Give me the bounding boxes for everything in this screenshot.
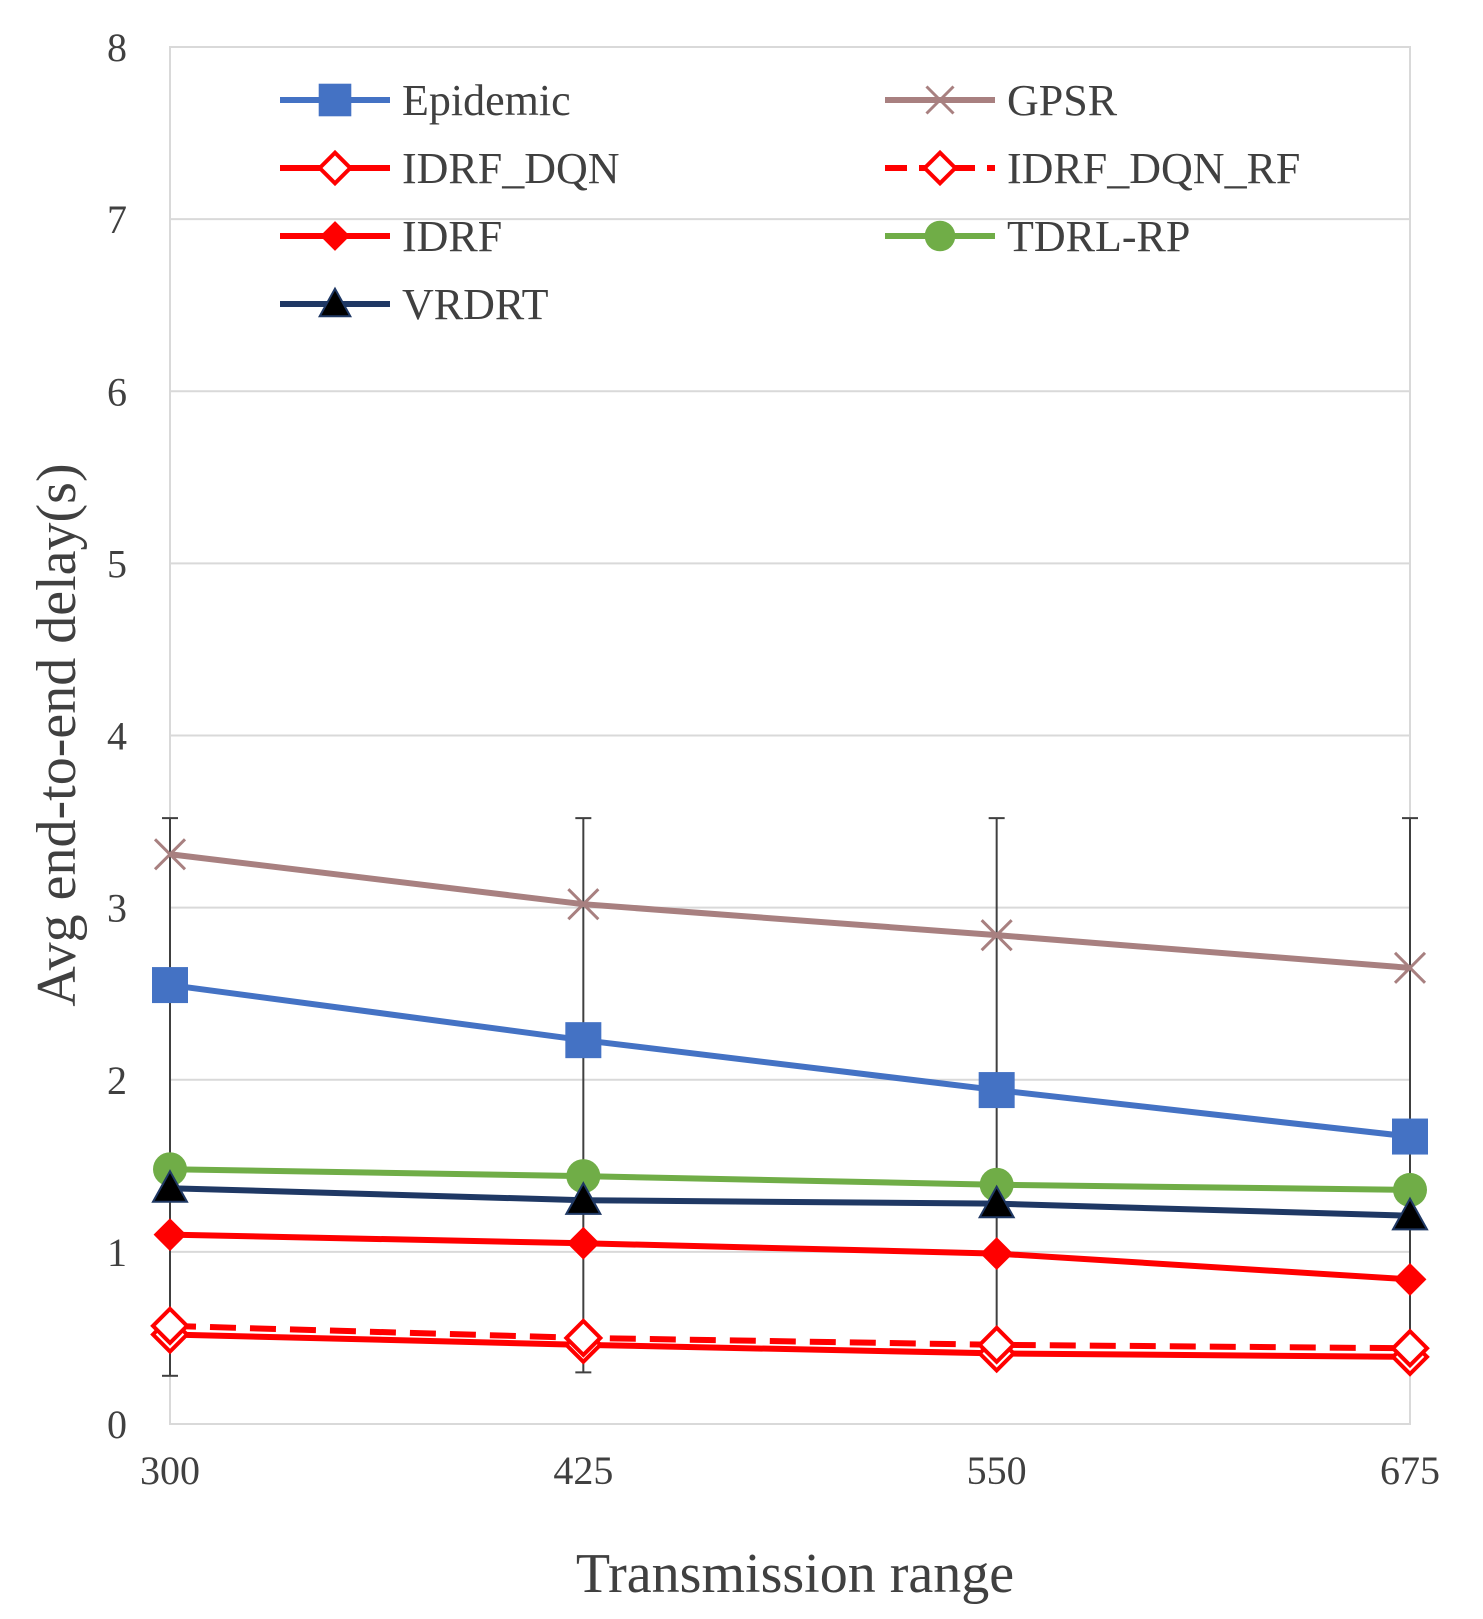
y-tick-label-8: 8 [107, 25, 127, 70]
x-axis-title: Transmission range [576, 1543, 1014, 1605]
legend-marker-vrdrt [318, 286, 352, 318]
series-line-epidemic [169, 982, 1411, 1140]
series-line-vrdrt [169, 1185, 1411, 1219]
y-axis-title: Avg end-to-end delay(s) [26, 463, 88, 1006]
legend-entry-idrf: IDRF [280, 212, 502, 261]
error-bars [162, 817, 1418, 1377]
series-tdrl-rp [153, 1152, 1427, 1207]
data-point-tdrl-rp-675 [1393, 1172, 1427, 1207]
data-point-idrf-dqn-rf-550 [976, 1324, 1017, 1365]
data-point-gpsr-425-stroke-b [567, 888, 600, 921]
legend-entry-idrf-dqn: IDRF_DQN [280, 144, 620, 193]
legend-marker-gpsr-stroke-b [925, 85, 955, 115]
data-point-gpsr-300-stroke-b [153, 838, 187, 871]
series-idrf-dqn-rf [150, 1306, 1430, 1369]
x-tick-label-425: 425 [553, 1448, 613, 1493]
series-idrf-dqn [150, 1314, 1430, 1377]
legend-entry-tdrl-rp: TDRL-RP [885, 212, 1190, 261]
y-tick-label-1: 1 [107, 1230, 127, 1275]
legend-entry-vrdrt: VRDRT [280, 280, 549, 329]
data-point-gpsr-675 [1393, 951, 1427, 984]
legend-label-idrf: IDRF [402, 212, 502, 261]
legend-label-gpsr: GPSR [1007, 76, 1118, 125]
series-line-idrf-dqn-rf [169, 1322, 1411, 1352]
data-point-idrf-675 [1393, 1263, 1427, 1296]
data-point-gpsr-550-stroke-b [980, 919, 1013, 952]
legend-entry-idrf-dqn-rf: IDRF_DQN_RF [885, 144, 1300, 193]
data-point-idrf-550 [980, 1237, 1014, 1271]
data-point-vrdrt-675 [1391, 1196, 1429, 1231]
y-tick-label-6: 6 [107, 369, 127, 414]
data-point-idrf-300 [153, 1218, 187, 1252]
legend-entry-gpsr: GPSR [885, 76, 1118, 125]
data-point-epidemic-425 [565, 1022, 602, 1059]
data-point-epidemic-550 [978, 1072, 1015, 1109]
legend-marker-idrf-dqn [316, 149, 354, 187]
x-axis-ticks: 300 425 550 675 [140, 1448, 1440, 1493]
data-point-tdrl-rp-425 [566, 1159, 601, 1194]
series-line-idrf-dqn [169, 1331, 1411, 1360]
legend-marker-epidemic [318, 83, 352, 117]
legend-marker-idrf [320, 221, 350, 251]
series-gpsr [153, 838, 1427, 984]
legend-label-idrf-dqn: IDRF_DQN [402, 144, 620, 193]
legend-label-epidemic: Epidemic [402, 76, 571, 125]
series-idrf [153, 1218, 1427, 1296]
y-tick-label-5: 5 [107, 541, 127, 586]
legend-marker-tdrl-rp [924, 220, 956, 252]
data-point-gpsr-425 [567, 888, 600, 921]
data-point-vrdrt-550 [977, 1184, 1016, 1219]
data-point-epidemic-675 [1392, 1118, 1428, 1155]
y-tick-label-0: 0 [107, 1402, 127, 1447]
y-tick-label-2: 2 [107, 1058, 127, 1103]
data-point-epidemic-300 [152, 967, 188, 1004]
data-point-gpsr-675-stroke-b [1393, 951, 1427, 984]
y-axis-ticks: 0 1 2 3 4 5 6 7 8 [107, 25, 127, 1447]
legend: Epidemic GPSR IDRF_DQN IDRF_DQN_RF IDRF TDRL-… [280, 76, 1300, 329]
data-point-idrf-425 [566, 1226, 600, 1260]
plot-area-border [169, 46, 1411, 1425]
y-tick-label-4: 4 [107, 714, 127, 759]
legend-entry-epidemic: Epidemic [280, 76, 571, 125]
series-vrdrt [151, 1169, 1429, 1231]
grid-lines [170, 218, 1410, 1253]
data-point-idrf-dqn-rf-300 [150, 1306, 190, 1346]
legend-label-vrdrt: VRDRT [402, 280, 549, 329]
error-bar-300 [162, 817, 178, 1377]
y-tick-label-3: 3 [107, 886, 127, 931]
series-line-tdrl-rp [169, 1166, 1411, 1193]
data-point-vrdrt-300 [151, 1169, 189, 1203]
x-tick-label-550: 550 [967, 1448, 1027, 1493]
series-line-idrf [169, 1231, 1411, 1283]
legend-marker-idrf-dqn-rf [921, 149, 959, 187]
data-point-gpsr-300 [153, 838, 187, 871]
data-point-idrf-dqn-rf-675 [1390, 1328, 1430, 1369]
error-bar-425 [575, 817, 592, 1374]
data-point-idrf-dqn-rf-425 [563, 1318, 604, 1358]
series-line-gpsr [169, 851, 1411, 971]
legend-marker-gpsr [925, 85, 955, 115]
legend-label-tdrl-rp: TDRL-RP [1007, 212, 1190, 261]
data-point-vrdrt-425 [564, 1181, 603, 1215]
x-tick-label-300: 300 [140, 1448, 200, 1493]
legend-label-idrf-dqn-rf: IDRF_DQN_RF [1007, 144, 1300, 193]
x-tick-label-675: 675 [1380, 1448, 1440, 1493]
y-tick-label-7: 7 [107, 197, 127, 242]
data-series [150, 838, 1430, 1377]
series-epidemic [152, 967, 1428, 1155]
data-point-gpsr-550 [980, 919, 1013, 952]
